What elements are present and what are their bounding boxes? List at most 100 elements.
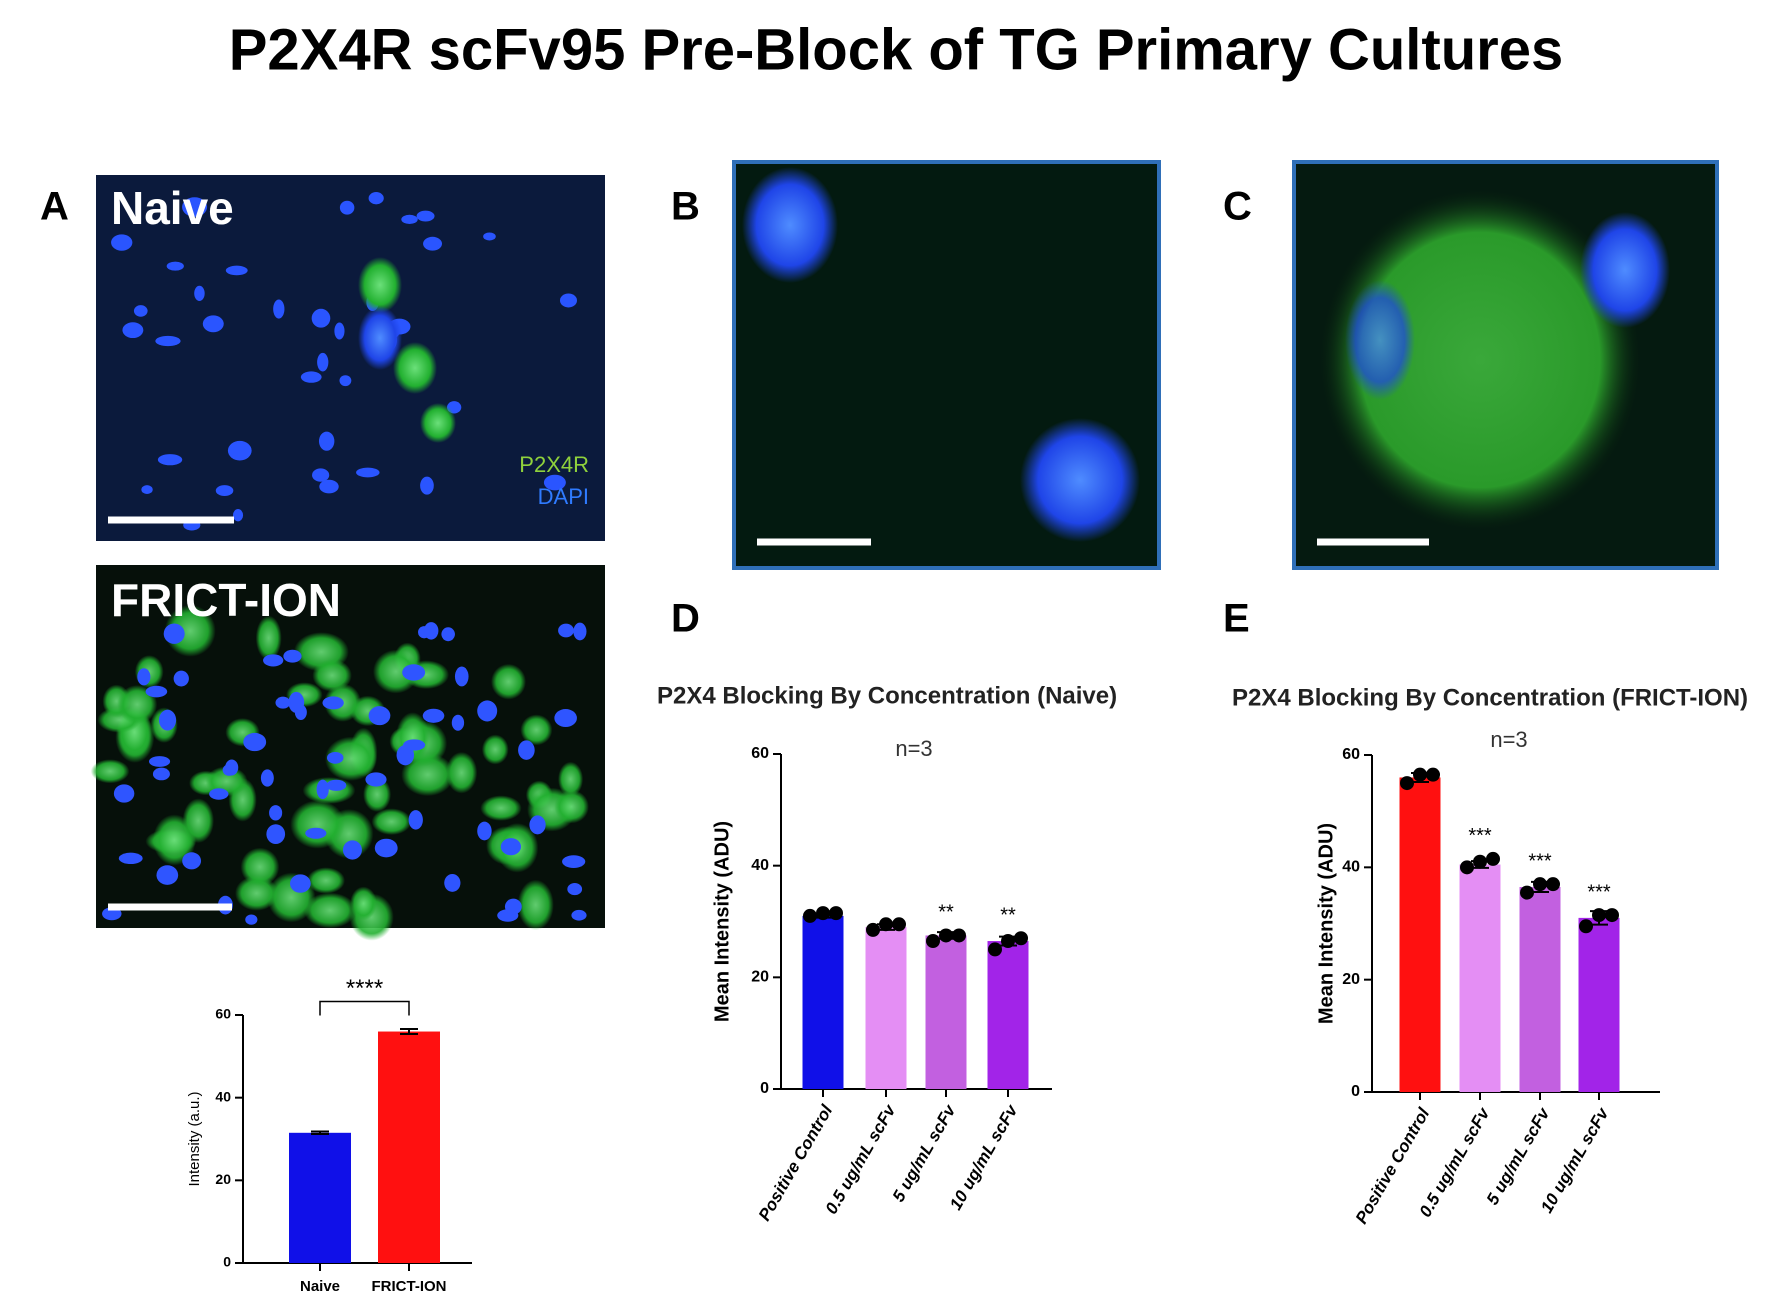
nucleus (260, 769, 274, 787)
bar (378, 1031, 440, 1263)
significance: *** (1468, 825, 1492, 847)
data-point (1001, 934, 1015, 949)
nucleus (227, 440, 252, 461)
y-axis-label: Intensity (a.u.) (186, 1091, 203, 1186)
nucleus (288, 691, 305, 713)
nucleus (401, 214, 418, 225)
cell (303, 892, 357, 929)
nucleus (326, 751, 344, 764)
cell (445, 751, 478, 794)
cell (420, 403, 456, 443)
data-point (926, 934, 940, 949)
nucleus (163, 623, 185, 644)
nucleus (152, 767, 170, 781)
nucleus (562, 855, 586, 868)
image-label: Naive (111, 182, 234, 234)
nucleus (158, 709, 177, 731)
data-point (988, 942, 1002, 957)
panel-label: B (671, 185, 700, 229)
cell (491, 663, 527, 700)
bar (987, 941, 1029, 1089)
data-point (1533, 877, 1547, 892)
data-point (939, 928, 953, 943)
nucleus (243, 732, 267, 752)
nucleus (322, 696, 344, 710)
cell (240, 847, 280, 887)
data-point (892, 917, 906, 932)
nucleus (182, 852, 202, 870)
panel-label: C (1223, 185, 1252, 229)
nucleus (500, 838, 522, 856)
nucleus (374, 838, 398, 858)
data-point (1014, 931, 1028, 946)
nucleus (402, 664, 426, 681)
data-point (1592, 908, 1606, 923)
nucleus (263, 654, 284, 667)
data-point (866, 922, 880, 937)
nucleus (504, 898, 522, 915)
nucleus (368, 706, 391, 726)
data-point (829, 906, 843, 921)
nucleus (156, 865, 179, 885)
cell (306, 867, 346, 894)
data-point (1413, 767, 1427, 782)
data-point (1546, 877, 1560, 892)
y-tick-label: 0 (760, 1080, 769, 1097)
nucleus (318, 431, 335, 451)
nucleus (441, 627, 455, 642)
nucleus (283, 649, 302, 663)
nucleus (275, 696, 291, 709)
nucleus (408, 810, 423, 830)
nucleus (518, 740, 535, 760)
cell (481, 734, 509, 765)
bar (1578, 917, 1620, 1092)
x-tick-label: 0.5 ug/mL scFv (822, 1100, 900, 1217)
nucleus (317, 352, 329, 372)
bar (1399, 777, 1441, 1092)
nucleus (477, 700, 498, 722)
nucleus (742, 167, 838, 283)
y-tick-label: 40 (215, 1088, 231, 1104)
nucleus (225, 265, 248, 276)
data-point (879, 917, 893, 932)
data-point (1473, 854, 1487, 869)
nucleus (173, 670, 189, 687)
y-tick-label: 0 (1351, 1083, 1360, 1100)
cell (393, 342, 437, 394)
significance: *** (1587, 881, 1611, 903)
nucleus (185, 198, 197, 207)
cell (363, 777, 392, 812)
panel-label: A (40, 185, 69, 229)
nucleus (422, 708, 445, 723)
bar (802, 915, 844, 1089)
cell (371, 808, 412, 835)
y-tick-label: 20 (1342, 971, 1360, 988)
cell (480, 795, 522, 821)
bar (1459, 864, 1501, 1092)
nucleus (558, 623, 574, 638)
cell (557, 761, 584, 797)
nucleus (1345, 280, 1415, 400)
nucleus (358, 306, 402, 370)
image-label: FRICT-ION (111, 574, 341, 626)
error-bar (311, 1130, 329, 1136)
nucleus (113, 784, 135, 803)
y-tick-label: 20 (215, 1171, 231, 1187)
nucleus (222, 764, 236, 776)
nucleus (290, 874, 311, 893)
cell (117, 685, 158, 724)
y-axis-label: Mean Intensity (ADU) (711, 821, 733, 1022)
nucleus (266, 824, 286, 844)
significance: **** (346, 975, 383, 1002)
significance: ** (938, 902, 954, 924)
nucleus (122, 322, 144, 339)
y-tick-label: 0 (223, 1254, 231, 1270)
cell (312, 659, 352, 692)
nucleus (245, 914, 258, 925)
nucleus (543, 474, 566, 491)
cell (302, 777, 356, 804)
data-point (803, 908, 817, 923)
data-point (1400, 776, 1414, 791)
nucleus (339, 375, 352, 387)
